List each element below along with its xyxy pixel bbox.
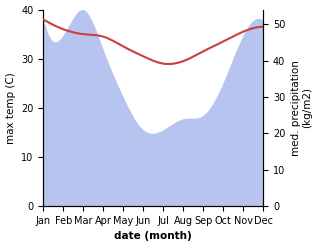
X-axis label: date (month): date (month) [114, 231, 192, 242]
Y-axis label: med. precipitation
(kg/m2): med. precipitation (kg/m2) [291, 60, 313, 156]
Y-axis label: max temp (C): max temp (C) [5, 72, 16, 144]
